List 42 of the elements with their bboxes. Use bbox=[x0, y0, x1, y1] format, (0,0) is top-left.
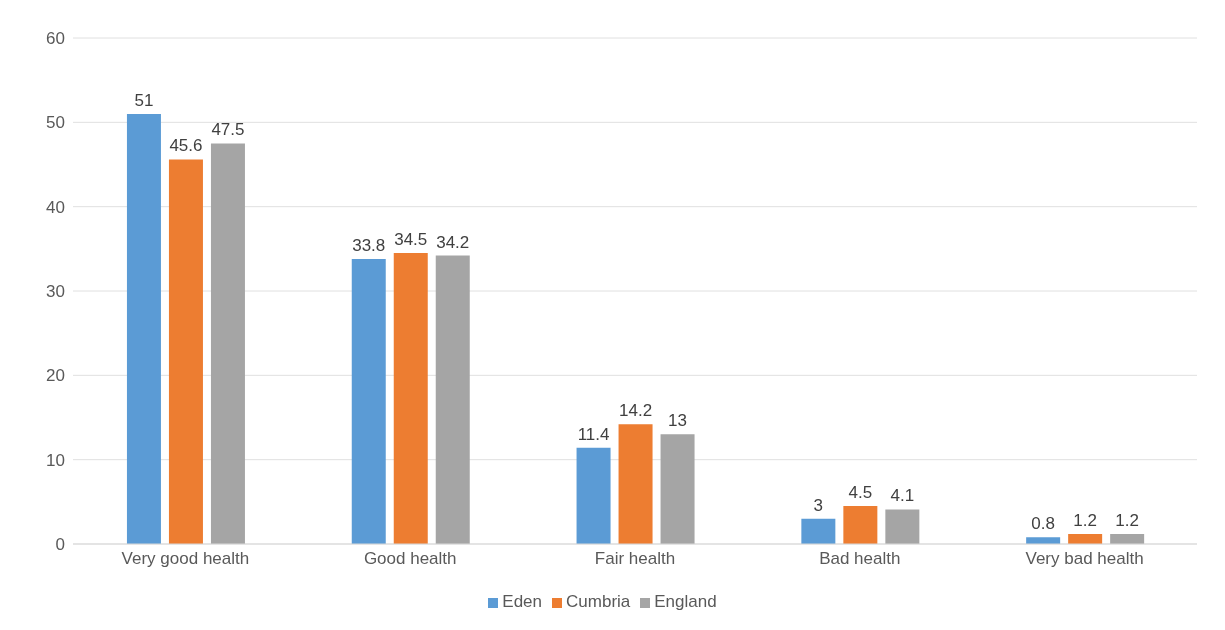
y-tick-label: 50 bbox=[46, 113, 65, 133]
x-tick-label: Very bad health bbox=[1025, 549, 1144, 569]
y-tick-label: 20 bbox=[46, 366, 65, 386]
bar bbox=[351, 258, 386, 544]
bar bbox=[801, 518, 836, 544]
data-label: 34.5 bbox=[394, 230, 428, 250]
data-label: 1.2 bbox=[1115, 510, 1139, 530]
y-tick-label: 0 bbox=[55, 535, 65, 555]
data-label: 33.8 bbox=[352, 235, 386, 255]
bar bbox=[168, 159, 203, 544]
y-tick-label: 10 bbox=[46, 450, 65, 470]
legend-label: England bbox=[654, 592, 717, 611]
y-tick-label: 60 bbox=[46, 29, 65, 49]
data-label: 3 bbox=[813, 495, 824, 515]
bar bbox=[885, 509, 920, 544]
data-label: 4.5 bbox=[848, 483, 873, 503]
bar bbox=[576, 447, 611, 544]
x-tick-label: Bad health bbox=[819, 549, 901, 569]
bar bbox=[435, 255, 470, 544]
y-tick-label: 40 bbox=[46, 197, 65, 217]
y-tick-label: 30 bbox=[46, 282, 65, 302]
legend-label: Cumbria bbox=[566, 592, 631, 611]
bar bbox=[843, 506, 878, 544]
data-label: 1.2 bbox=[1073, 510, 1097, 530]
data-label: 0.8 bbox=[1031, 514, 1055, 534]
x-tick-label: Very good health bbox=[121, 549, 250, 569]
data-label: 11.4 bbox=[577, 424, 610, 444]
data-label: 34.2 bbox=[436, 232, 470, 252]
bar bbox=[393, 253, 428, 544]
data-label: 47.5 bbox=[211, 120, 245, 140]
data-label: 4.1 bbox=[890, 486, 915, 506]
bar bbox=[660, 434, 695, 544]
x-tick-label: Fair health bbox=[594, 549, 676, 569]
bar bbox=[126, 113, 161, 544]
x-tick-label: Good health bbox=[363, 549, 457, 569]
bar bbox=[210, 143, 245, 544]
data-label: 14.2 bbox=[619, 401, 653, 421]
legend-label: Eden bbox=[502, 592, 543, 611]
bar bbox=[618, 424, 653, 544]
data-label: 45.6 bbox=[169, 136, 203, 156]
data-label: 51 bbox=[134, 90, 154, 110]
data-label: 13 bbox=[668, 411, 688, 431]
